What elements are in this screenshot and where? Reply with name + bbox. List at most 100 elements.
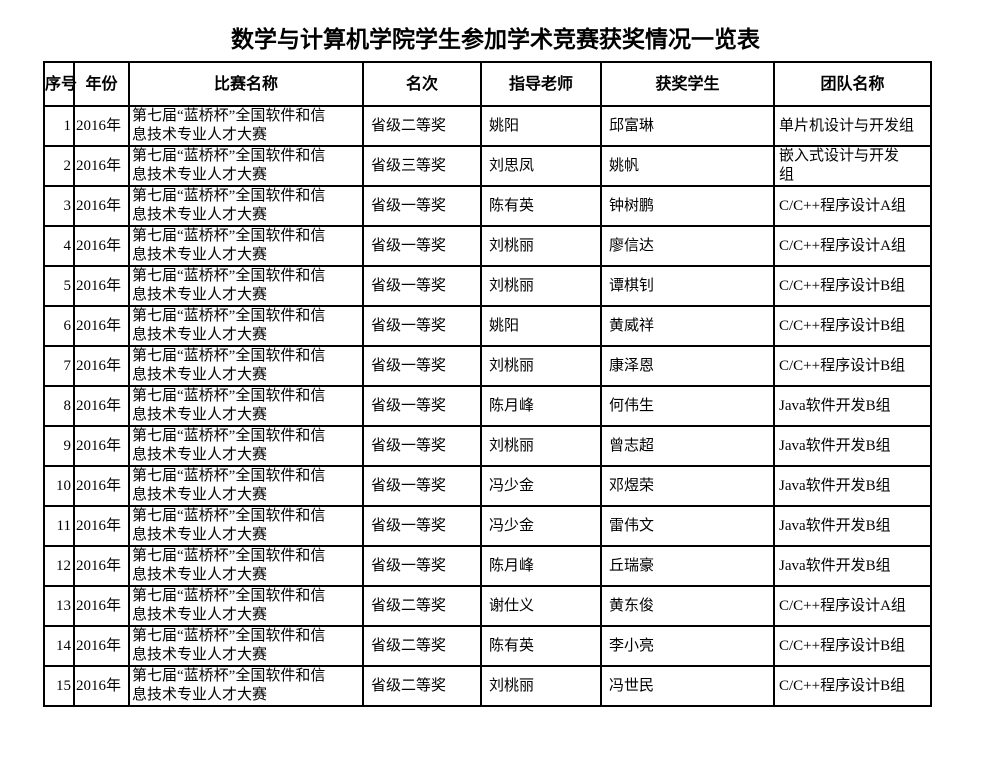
cell-year: 2016年	[73, 185, 130, 227]
cell-year: 2016年	[73, 665, 130, 707]
header-year: 年份	[73, 61, 130, 107]
table-row: 9 2016年 第七届“蓝桥杯”全国软件和信 息技术专业人才大赛 省级一等奖 刘…	[43, 425, 932, 467]
cell-no: 11	[43, 505, 75, 547]
cell-competition: 第七届“蓝桥杯”全国软件和信 息技术专业人才大赛	[128, 265, 364, 307]
cell-year: 2016年	[73, 385, 130, 427]
cell-teacher: 冯少金	[480, 465, 602, 507]
cell-competition: 第七届“蓝桥杯”全国软件和信 息技术专业人才大赛	[128, 425, 364, 467]
cell-student: 邓煜荣	[600, 465, 775, 507]
cell-no: 6	[43, 305, 75, 347]
cell-teacher: 姚阳	[480, 105, 602, 147]
cell-student: 冯世民	[600, 665, 775, 707]
cell-rank: 省级一等奖	[362, 265, 482, 307]
cell-year: 2016年	[73, 505, 130, 547]
cell-competition: 第七届“蓝桥杯”全国软件和信 息技术专业人才大赛	[128, 345, 364, 387]
awards-table: 序号 年份 比赛名称 名次 指导老师 获奖学生 团队名称 1 2016年 第七届…	[43, 61, 932, 707]
cell-team: C/C++程序设计B组	[773, 265, 932, 307]
cell-competition: 第七届“蓝桥杯”全国软件和信 息技术专业人才大赛	[128, 465, 364, 507]
cell-competition: 第七届“蓝桥杯”全国软件和信 息技术专业人才大赛	[128, 505, 364, 547]
cell-rank: 省级一等奖	[362, 545, 482, 587]
cell-teacher: 陈月峰	[480, 545, 602, 587]
cell-team: C/C++程序设计B组	[773, 625, 932, 667]
cell-team: C/C++程序设计B组	[773, 345, 932, 387]
header-rank: 名次	[362, 61, 482, 107]
cell-student: 黄威祥	[600, 305, 775, 347]
cell-team: Java软件开发B组	[773, 385, 932, 427]
cell-competition: 第七届“蓝桥杯”全国软件和信 息技术专业人才大赛	[128, 665, 364, 707]
cell-rank: 省级一等奖	[362, 425, 482, 467]
cell-team: C/C++程序设计A组	[773, 225, 932, 267]
cell-year: 2016年	[73, 585, 130, 627]
cell-no: 4	[43, 225, 75, 267]
cell-year: 2016年	[73, 465, 130, 507]
cell-teacher: 刘桃丽	[480, 665, 602, 707]
cell-year: 2016年	[73, 225, 130, 267]
cell-student: 黄东俊	[600, 585, 775, 627]
cell-teacher: 刘桃丽	[480, 225, 602, 267]
cell-no: 9	[43, 425, 75, 467]
table-row: 5 2016年 第七届“蓝桥杯”全国软件和信 息技术专业人才大赛 省级一等奖 刘…	[43, 265, 932, 307]
table-row: 15 2016年 第七届“蓝桥杯”全国软件和信 息技术专业人才大赛 省级二等奖 …	[43, 665, 932, 707]
cell-team: 单片机设计与开发组	[773, 105, 932, 147]
cell-student: 曾志超	[600, 425, 775, 467]
cell-year: 2016年	[73, 345, 130, 387]
table-row: 11 2016年 第七届“蓝桥杯”全国软件和信 息技术专业人才大赛 省级一等奖 …	[43, 505, 932, 547]
cell-rank: 省级一等奖	[362, 345, 482, 387]
cell-rank: 省级三等奖	[362, 145, 482, 187]
cell-rank: 省级二等奖	[362, 665, 482, 707]
cell-rank: 省级一等奖	[362, 385, 482, 427]
cell-rank: 省级一等奖	[362, 505, 482, 547]
cell-teacher: 谢仕义	[480, 585, 602, 627]
cell-no: 13	[43, 585, 75, 627]
table-row: 7 2016年 第七届“蓝桥杯”全国软件和信 息技术专业人才大赛 省级一等奖 刘…	[43, 345, 932, 387]
cell-teacher: 刘桃丽	[480, 265, 602, 307]
header-row: 序号 年份 比赛名称 名次 指导老师 获奖学生 团队名称	[43, 61, 932, 107]
cell-team: 嵌入式设计与开发 组	[773, 145, 932, 187]
header-team: 团队名称	[773, 61, 932, 107]
cell-team: Java软件开发B组	[773, 465, 932, 507]
cell-team: C/C++程序设计B组	[773, 665, 932, 707]
cell-competition: 第七届“蓝桥杯”全国软件和信 息技术专业人才大赛	[128, 305, 364, 347]
cell-rank: 省级一等奖	[362, 185, 482, 227]
cell-student: 丘瑞豪	[600, 545, 775, 587]
cell-team: C/C++程序设计A组	[773, 585, 932, 627]
cell-no: 7	[43, 345, 75, 387]
cell-no: 14	[43, 625, 75, 667]
cell-student: 雷伟文	[600, 505, 775, 547]
cell-year: 2016年	[73, 625, 130, 667]
cell-rank: 省级二等奖	[362, 625, 482, 667]
table-row: 8 2016年 第七届“蓝桥杯”全国软件和信 息技术专业人才大赛 省级一等奖 陈…	[43, 385, 932, 427]
table-row: 4 2016年 第七届“蓝桥杯”全国软件和信 息技术专业人才大赛 省级一等奖 刘…	[43, 225, 932, 267]
header-teacher: 指导老师	[480, 61, 602, 107]
cell-year: 2016年	[73, 145, 130, 187]
cell-teacher: 刘桃丽	[480, 345, 602, 387]
cell-teacher: 刘思凤	[480, 145, 602, 187]
cell-rank: 省级一等奖	[362, 465, 482, 507]
cell-year: 2016年	[73, 265, 130, 307]
cell-competition: 第七届“蓝桥杯”全国软件和信 息技术专业人才大赛	[128, 385, 364, 427]
cell-student: 廖信达	[600, 225, 775, 267]
cell-student: 李小亮	[600, 625, 775, 667]
cell-teacher: 陈月峰	[480, 385, 602, 427]
cell-no: 3	[43, 185, 75, 227]
cell-competition: 第七届“蓝桥杯”全国软件和信 息技术专业人才大赛	[128, 225, 364, 267]
cell-team: C/C++程序设计B组	[773, 305, 932, 347]
cell-team: Java软件开发B组	[773, 505, 932, 547]
cell-student: 钟树鹏	[600, 185, 775, 227]
cell-competition: 第七届“蓝桥杯”全国软件和信 息技术专业人才大赛	[128, 185, 364, 227]
cell-competition: 第七届“蓝桥杯”全国软件和信 息技术专业人才大赛	[128, 625, 364, 667]
cell-rank: 省级二等奖	[362, 585, 482, 627]
table-row: 2 2016年 第七届“蓝桥杯”全国软件和信 息技术专业人才大赛 省级三等奖 刘…	[43, 145, 932, 187]
cell-teacher: 刘桃丽	[480, 425, 602, 467]
cell-student: 康泽恩	[600, 345, 775, 387]
table-row: 1 2016年 第七届“蓝桥杯”全国软件和信 息技术专业人才大赛 省级二等奖 姚…	[43, 105, 932, 147]
cell-teacher: 陈有英	[480, 185, 602, 227]
header-competition: 比赛名称	[128, 61, 364, 107]
cell-teacher: 冯少金	[480, 505, 602, 547]
cell-competition: 第七届“蓝桥杯”全国软件和信 息技术专业人才大赛	[128, 105, 364, 147]
cell-rank: 省级一等奖	[362, 305, 482, 347]
cell-no: 12	[43, 545, 75, 587]
header-no: 序号	[43, 61, 77, 107]
cell-year: 2016年	[73, 305, 130, 347]
